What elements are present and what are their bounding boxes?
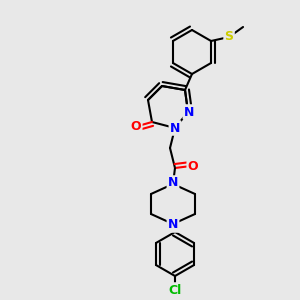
Text: N: N [170, 122, 180, 134]
Text: S: S [225, 31, 234, 44]
Text: N: N [168, 218, 178, 232]
Text: O: O [188, 160, 198, 172]
Text: N: N [168, 176, 178, 190]
Text: O: O [131, 119, 141, 133]
Text: Cl: Cl [168, 284, 182, 296]
Text: N: N [184, 106, 194, 118]
